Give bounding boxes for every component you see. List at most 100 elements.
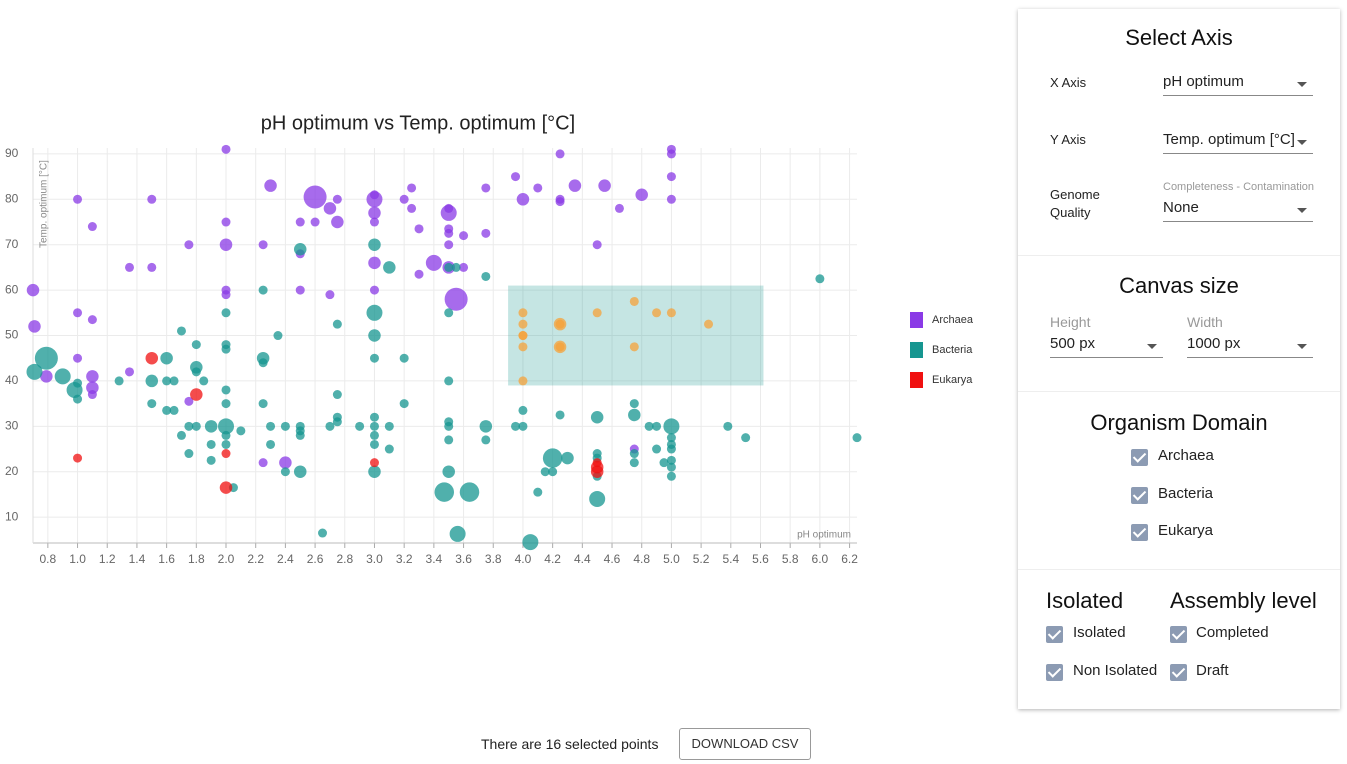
data-point: [258, 358, 268, 368]
data-point: [310, 217, 320, 227]
data-point: [318, 528, 328, 538]
data-point: [258, 399, 268, 409]
data-point: [87, 222, 97, 232]
data-point: [459, 262, 469, 272]
data-point: [295, 217, 305, 227]
checkbox[interactable]: [1170, 664, 1187, 681]
data-point: [219, 238, 233, 251]
checkbox[interactable]: [1046, 626, 1063, 643]
y-tick-label: 80: [5, 191, 19, 205]
data-point: [162, 376, 172, 386]
data-point: [86, 370, 99, 383]
data-point: [442, 465, 455, 478]
data-point: [704, 319, 714, 329]
data-point: [444, 240, 454, 250]
data-point: [355, 421, 365, 431]
chart-title: pH optimum vs Temp. optimum [°C]: [261, 112, 575, 134]
field-hint: Width: [1187, 314, 1223, 330]
checkbox[interactable]: [1046, 664, 1063, 681]
y-axis-select[interactable]: Temp. optimum [°C]: [1163, 129, 1313, 154]
data-point: [369, 285, 379, 295]
data-point: [368, 206, 381, 220]
data-point: [479, 420, 493, 433]
data-point: [384, 421, 394, 431]
data-point: [280, 467, 290, 477]
data-point: [87, 390, 97, 400]
data-point: [258, 458, 268, 468]
data-point: [332, 417, 342, 427]
x-tick-label: 1.0: [69, 552, 86, 566]
data-point: [279, 456, 292, 469]
x-tick-label: 4.0: [515, 552, 532, 566]
select-value: Temp. optimum [°C]: [1163, 131, 1295, 148]
legend-swatch: [910, 372, 923, 388]
checkbox-label: Isolated: [1073, 624, 1126, 641]
data-point: [518, 331, 528, 341]
section-title: Select Axis: [1125, 25, 1233, 50]
section-title: Assembly level: [1170, 588, 1317, 613]
width-select[interactable]: 1000 px: [1187, 333, 1313, 358]
x-tick-label: 0.8: [40, 552, 57, 566]
data-point: [666, 471, 676, 481]
data-point: [295, 285, 305, 295]
checkbox[interactable]: [1170, 626, 1187, 643]
data-point: [555, 197, 565, 207]
data-point: [221, 449, 231, 459]
download-button[interactable]: DOWNLOAD CSV: [679, 728, 811, 760]
height-select[interactable]: 500 px: [1050, 333, 1163, 358]
x-tick-label: 4.4: [574, 552, 591, 566]
data-point: [652, 444, 662, 454]
data-point: [399, 399, 409, 409]
checkbox[interactable]: [1131, 487, 1148, 504]
data-point: [518, 308, 528, 318]
checkbox[interactable]: [1131, 449, 1148, 466]
data-point: [73, 453, 83, 463]
data-point: [332, 390, 342, 400]
data-point: [652, 308, 662, 318]
data-point: [221, 217, 231, 227]
data-point: [592, 458, 602, 468]
x-tick-label: 1.2: [99, 552, 116, 566]
data-point: [449, 525, 466, 542]
data-point: [425, 254, 442, 271]
x-tick-label: 3.2: [396, 552, 413, 566]
data-point: [147, 399, 157, 409]
checkbox-label: Non Isolated: [1073, 662, 1158, 679]
quality-select[interactable]: None: [1163, 197, 1313, 222]
data-point: [325, 290, 335, 300]
data-point: [87, 315, 97, 325]
data-point: [440, 204, 457, 221]
settings-panel: Select Axis X Axis pH optimum Y Axis Tem…: [1018, 9, 1340, 709]
data-point: [26, 283, 40, 297]
y-axis-title: Temp. optimum [°C]: [39, 160, 50, 248]
select-value: pH optimum: [1163, 73, 1244, 90]
data-point: [511, 421, 521, 431]
data-point: [459, 482, 480, 502]
data-point: [542, 448, 563, 468]
data-point: [555, 342, 565, 352]
x-tick-label: 3.6: [455, 552, 472, 566]
x-tick-label: 5.2: [693, 552, 710, 566]
x-tick-label: 2.2: [247, 552, 264, 566]
data-point: [221, 344, 231, 354]
data-point: [666, 194, 676, 204]
data-point: [34, 346, 58, 370]
data-point: [28, 320, 41, 333]
data-point: [236, 426, 246, 436]
data-point: [815, 274, 825, 284]
data-point: [169, 405, 179, 415]
data-point: [191, 421, 201, 431]
data-point: [54, 368, 71, 385]
data-point: [114, 376, 124, 386]
data-point: [555, 319, 565, 329]
data-point: [369, 412, 379, 422]
data-point: [332, 319, 342, 329]
data-point: [368, 465, 381, 478]
data-point: [369, 353, 379, 363]
checkbox-label: Completed: [1196, 624, 1269, 641]
data-point: [444, 287, 468, 311]
data-point: [369, 439, 379, 449]
checkbox[interactable]: [1131, 524, 1148, 541]
data-point: [264, 179, 277, 192]
x-axis-select[interactable]: pH optimum: [1163, 71, 1313, 96]
